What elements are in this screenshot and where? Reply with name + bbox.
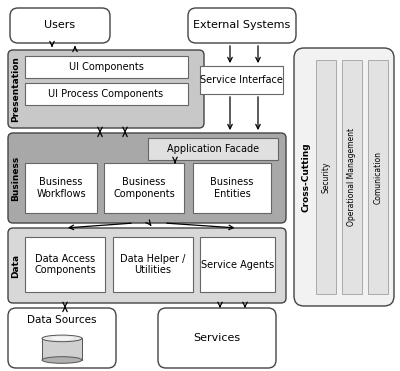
FancyBboxPatch shape bbox=[294, 48, 394, 306]
FancyBboxPatch shape bbox=[8, 133, 286, 223]
Bar bbox=[148, 138, 278, 160]
Text: Comunication: Comunication bbox=[374, 151, 382, 204]
Text: Business
Entities: Business Entities bbox=[210, 177, 254, 199]
Text: Cross-Cutting: Cross-Cutting bbox=[302, 142, 310, 212]
Bar bbox=[200, 66, 283, 94]
Text: Users: Users bbox=[44, 20, 76, 30]
Text: Business: Business bbox=[12, 155, 20, 201]
Ellipse shape bbox=[42, 335, 82, 342]
Bar bbox=[200, 237, 275, 292]
Text: Service Agents: Service Agents bbox=[201, 259, 274, 269]
Bar bbox=[113, 237, 193, 292]
Text: Business
Components: Business Components bbox=[113, 177, 175, 199]
FancyBboxPatch shape bbox=[8, 228, 286, 303]
FancyBboxPatch shape bbox=[158, 308, 276, 368]
Ellipse shape bbox=[51, 336, 73, 340]
Text: Operational Management: Operational Management bbox=[348, 128, 356, 226]
Text: Business
Workflows: Business Workflows bbox=[36, 177, 86, 199]
Bar bbox=[42, 338, 82, 360]
Text: Data Helper /
Utilities: Data Helper / Utilities bbox=[120, 254, 186, 275]
Bar bbox=[193, 163, 271, 213]
FancyBboxPatch shape bbox=[10, 8, 110, 43]
Bar bbox=[25, 83, 188, 105]
FancyBboxPatch shape bbox=[188, 8, 296, 43]
Text: External Systems: External Systems bbox=[193, 20, 291, 30]
Bar bbox=[25, 163, 97, 213]
Text: UI Components: UI Components bbox=[68, 62, 144, 72]
Ellipse shape bbox=[42, 357, 82, 363]
Bar bbox=[104, 163, 184, 213]
FancyBboxPatch shape bbox=[8, 308, 116, 368]
Text: Presentation: Presentation bbox=[12, 56, 20, 122]
Bar bbox=[368, 60, 388, 294]
Bar bbox=[25, 56, 188, 78]
Text: Services: Services bbox=[194, 333, 240, 343]
Text: Service Interface: Service Interface bbox=[200, 75, 283, 85]
Text: UI Process Components: UI Process Components bbox=[48, 89, 164, 99]
Bar bbox=[25, 237, 105, 292]
Text: Application Facade: Application Facade bbox=[167, 144, 259, 154]
Text: Data Access
Components: Data Access Components bbox=[34, 254, 96, 275]
FancyBboxPatch shape bbox=[8, 50, 204, 128]
Text: Data: Data bbox=[12, 253, 20, 278]
Text: Security: Security bbox=[322, 161, 330, 193]
Bar bbox=[316, 60, 336, 294]
Text: Data Sources: Data Sources bbox=[27, 315, 97, 325]
Bar bbox=[342, 60, 362, 294]
